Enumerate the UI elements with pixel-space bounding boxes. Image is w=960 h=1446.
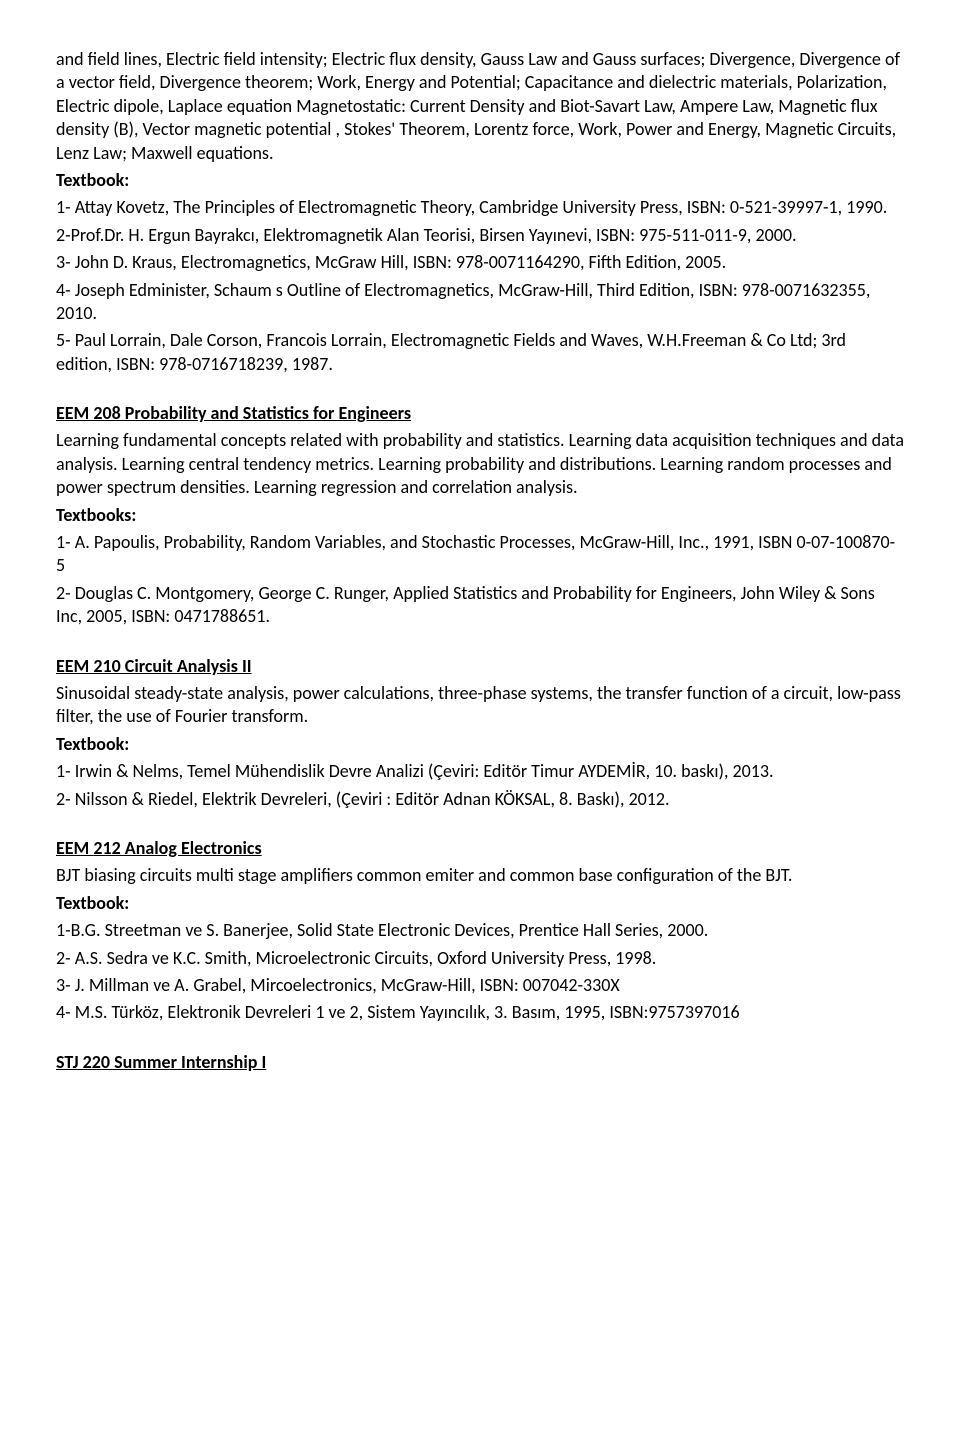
- course3-textbook-2: 2- Nilsson & Riedel, Elektrik Devreleri,…: [56, 788, 904, 811]
- course1-textbook-5: 5- Paul Lorrain, Dale Corson, Francois L…: [56, 329, 904, 376]
- course2-title: EEM 208 Probability and Statistics for E…: [56, 402, 904, 425]
- course4-textbook-1: 1-B.G. Streetman ve S. Banerjee, Solid S…: [56, 919, 904, 942]
- course1-description: and field lines, Electric field intensit…: [56, 48, 904, 165]
- course4-textbook-4: 4- M.S. Türköz, Elektronik Devreleri 1 v…: [56, 1001, 904, 1024]
- course3-title: EEM 210 Circuit Analysis II: [56, 655, 904, 678]
- course2-description: Learning fundamental concepts related wi…: [56, 429, 904, 499]
- course1-textbook-3: 3- John D. Kraus, Electromagnetics, McGr…: [56, 251, 904, 274]
- course2-textbook-1: 1- A. Papoulis, Probability, Random Vari…: [56, 531, 904, 578]
- course1-textbook-1: 1- Attay Kovetz, The Principles of Elect…: [56, 196, 904, 219]
- course2-textbook-label: Textbooks:: [56, 504, 904, 527]
- course4-textbook-label: Textbook:: [56, 892, 904, 915]
- course3-textbook-1: 1- Irwin & Nelms, Temel Mühendislik Devr…: [56, 760, 904, 783]
- course1-textbook-2: 2-Prof.Dr. H. Ergun Bayrakcı, Elektromag…: [56, 224, 904, 247]
- course4-textbook-2: 2- A.S. Sedra ve K.C. Smith, Microelectr…: [56, 947, 904, 970]
- course1-textbook-4: 4- Joseph Edminister, Schaum s Outline o…: [56, 279, 904, 326]
- course5-title: STJ 220 Summer Internship I: [56, 1051, 904, 1074]
- course4-description: BJT biasing circuits multi stage amplifi…: [56, 864, 904, 887]
- course3-description: Sinusoidal steady-state analysis, power …: [56, 682, 904, 729]
- course3-textbook-label: Textbook:: [56, 733, 904, 756]
- course1-textbook-label: Textbook:: [56, 169, 904, 192]
- course4-textbook-3: 3- J. Millman ve A. Grabel, Mircoelectro…: [56, 974, 904, 997]
- course4-title: EEM 212 Analog Electronics: [56, 837, 904, 860]
- course2-textbook-2: 2- Douglas C. Montgomery, George C. Rung…: [56, 582, 904, 629]
